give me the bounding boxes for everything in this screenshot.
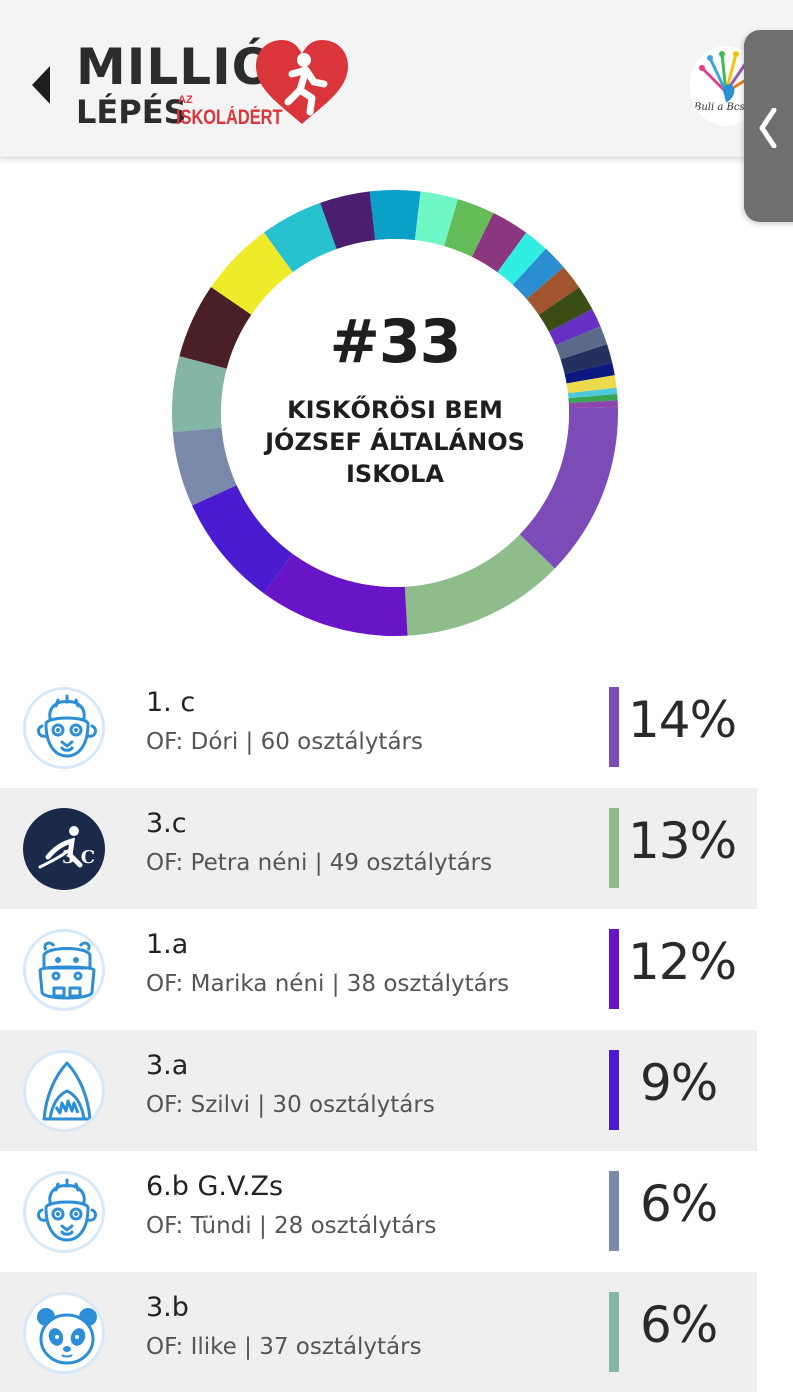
class-avatar: [23, 929, 105, 1011]
class-row[interactable]: 3.a OF: Szilvi | 30 osztálytárs 9%: [0, 1030, 757, 1151]
back-button[interactable]: [28, 62, 54, 108]
donut-slice: [369, 189, 421, 241]
donut-slice: [414, 191, 458, 247]
logo-text-lepes: LÉPÉS: [76, 93, 187, 131]
class-row[interactable]: 3.C 3.c OF: Petra néni | 49 osztálytárs …: [0, 788, 757, 909]
chevron-left-icon: [759, 108, 777, 148]
class-row[interactable]: 3.b OF: Ilike | 37 osztálytárs 6%: [0, 1272, 757, 1392]
side-panel-toggle[interactable]: [744, 30, 793, 222]
app-logo: MILLIÓ LÉPÉS AZ ISKOLÁDÉRT: [76, 38, 356, 138]
class-color-bar: [609, 687, 619, 767]
donut-slice: [264, 202, 337, 273]
class-name: 6.b G.V.Zs: [146, 1171, 284, 1202]
donut-slice: [210, 232, 293, 315]
donut-slice: [538, 287, 593, 332]
class-percentage: 13%: [628, 812, 737, 870]
class-color-bar: [609, 808, 619, 888]
class-share-donut-chart: [150, 168, 640, 658]
donut-slice: [568, 400, 618, 409]
sponsor-text: Buli a Bcs: [693, 102, 745, 113]
sport-club-badge-text: 3.C: [62, 847, 95, 868]
class-teacher-info: OF: Szilvi | 30 osztálytárs: [146, 1092, 435, 1118]
class-avatar: [23, 1171, 105, 1253]
donut-slice: [512, 248, 564, 300]
class-percentage: 9%: [640, 1054, 718, 1112]
runner-sport-club-icon: 3.C: [38, 826, 95, 869]
donut-slice: [560, 344, 613, 374]
donut-slice: [471, 212, 527, 273]
meerkat-icon: [37, 1178, 97, 1242]
class-teacher-info: OF: Dóri | 60 osztálytárs: [146, 729, 423, 755]
app-header: MILLIÓ LÉPÉS AZ ISKOLÁDÉRT Bu: [0, 0, 793, 158]
donut-slice: [263, 553, 408, 636]
class-name: 3.a: [146, 1050, 189, 1081]
logo-text-iskoladert: ISKOLÁDÉRT: [176, 106, 283, 129]
meerkat-icon: [37, 694, 97, 758]
class-color-bar: [609, 1050, 619, 1130]
class-color-bar: [609, 929, 619, 1009]
donut-slice: [320, 191, 376, 250]
class-teacher-info: OF: Petra néni | 49 osztálytárs: [146, 850, 493, 876]
hippo-icon: [38, 941, 96, 1000]
class-percentage: 12%: [628, 933, 737, 991]
donut-slice: [404, 534, 555, 636]
class-avatar: [23, 1292, 105, 1374]
class-row[interactable]: 6.b G.V.Zs OF: Tündi | 28 osztálytárs 6%: [0, 1151, 757, 1272]
donut-slice: [444, 199, 494, 257]
donut-slice: [567, 387, 618, 399]
class-name: 1.a: [146, 929, 189, 960]
class-teacher-info: OF: Ilike | 37 osztálytárs: [146, 1334, 422, 1360]
donut-slice: [555, 326, 608, 360]
panda-icon: [37, 1308, 97, 1365]
donut-slice: [497, 232, 546, 285]
back-arrow-icon: [32, 66, 50, 104]
chart-center-label: #33 KISKŐRÖSI BEM JÓZSEF ÁLTALÁNOS ISKOL…: [225, 304, 565, 490]
donut-slice: [192, 485, 293, 594]
donut-hole: [221, 239, 569, 587]
class-percentage: 6%: [640, 1175, 718, 1233]
class-avatar: 3.C: [23, 808, 105, 890]
class-name: 3.b: [146, 1292, 189, 1323]
class-color-bar: [609, 1292, 619, 1372]
logo-text-million: MILLIÓ: [76, 38, 276, 96]
school-rank: #33: [329, 307, 462, 377]
class-avatar: [23, 1050, 105, 1132]
class-name: 3.c: [146, 808, 187, 839]
donut-slice: [566, 375, 617, 394]
class-list: 1. c OF: Dóri | 60 osztálytárs 14% 3.C 3…: [0, 667, 757, 1392]
class-teacher-info: OF: Marika néni | 38 osztálytárs: [146, 971, 510, 997]
class-percentage: 14%: [628, 691, 737, 749]
donut-slice: [564, 362, 615, 384]
class-color-bar: [609, 1171, 619, 1251]
donut-slice: [172, 356, 227, 432]
logo-text-az: AZ: [178, 94, 193, 106]
donut-slice: [526, 267, 580, 315]
class-name: 1. c: [146, 687, 196, 718]
donut-chart-svg: [172, 189, 618, 636]
heart-runner-icon: [256, 40, 348, 124]
class-row[interactable]: 1.a OF: Marika néni | 38 osztálytárs 12%: [0, 909, 757, 1030]
donut-slice: [568, 394, 618, 404]
donut-slice: [172, 427, 237, 506]
donut-slice: [548, 309, 601, 346]
donut-slice: [179, 287, 252, 369]
class-row[interactable]: 1. c OF: Dóri | 60 osztálytárs 14%: [0, 667, 757, 788]
school-name: KISKŐRÖSI BEM JÓZSEF ÁLTALÁNOS ISKOLA: [265, 396, 525, 488]
class-percentage: 6%: [640, 1296, 718, 1354]
peacock-logo-icon: Buli a Bcs: [693, 51, 758, 113]
shark-icon: [42, 1061, 92, 1121]
class-avatar: [23, 687, 105, 769]
donut-slice: [519, 406, 618, 569]
class-teacher-info: OF: Tündi | 28 osztálytárs: [146, 1213, 437, 1239]
